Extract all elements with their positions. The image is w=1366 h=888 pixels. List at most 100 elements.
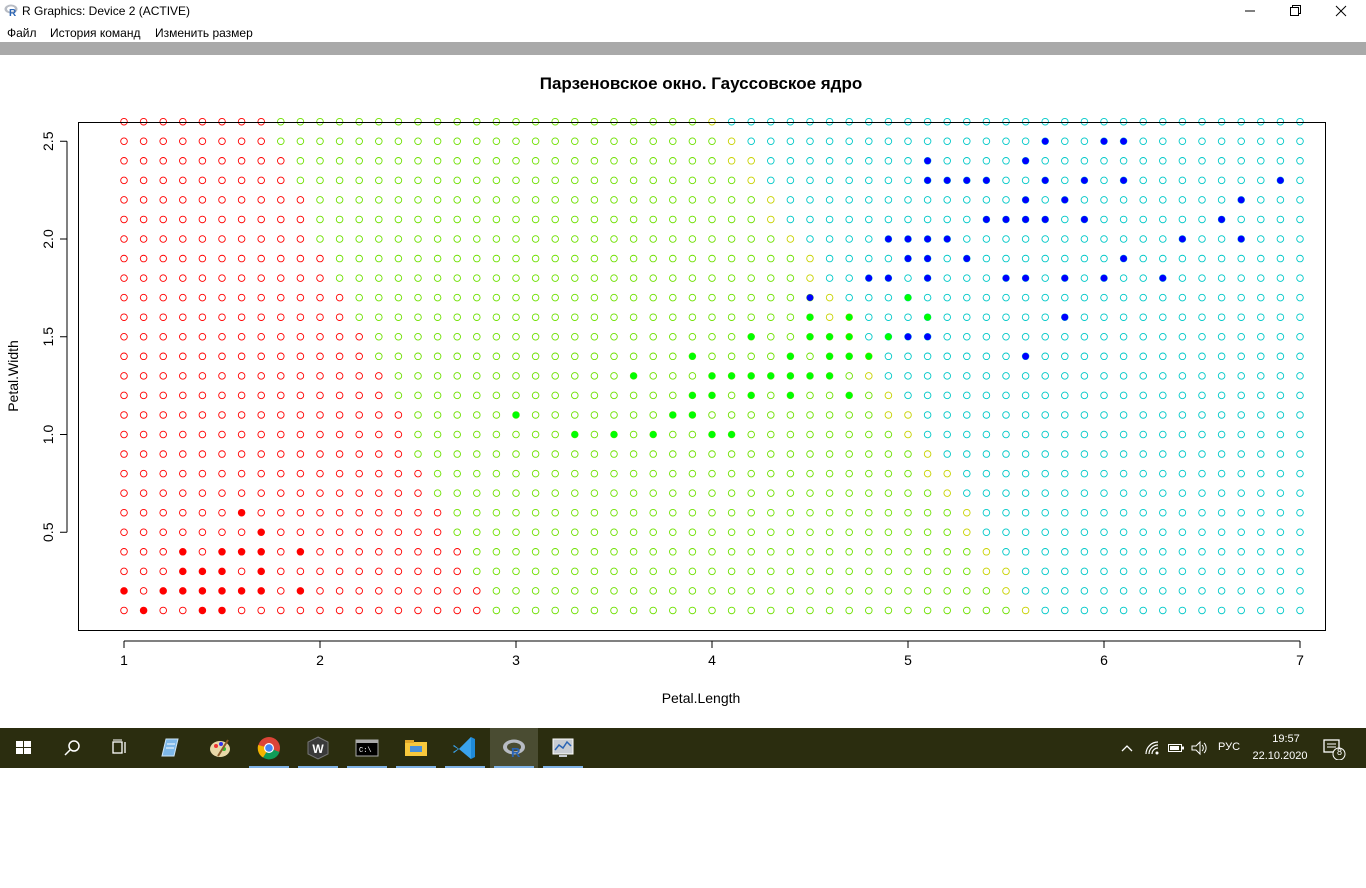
- grid-cell-marker: [1296, 196, 1304, 204]
- grid-cell-marker: [355, 235, 363, 243]
- data-point-versicolor: [708, 372, 716, 380]
- volume-icon[interactable]: [1189, 738, 1209, 758]
- taskbar-chrome[interactable]: [245, 728, 293, 768]
- taskbar-file-explorer[interactable]: [392, 728, 440, 768]
- grid-cell-marker: [786, 587, 795, 595]
- minimize-button[interactable]: [1227, 0, 1273, 22]
- grid-cell-marker: [1198, 333, 1206, 341]
- taskbar-r-gui[interactable]: R: [490, 728, 538, 768]
- grid-cell-marker: [1159, 450, 1167, 458]
- grid-cell-marker: [473, 196, 481, 204]
- taskbar-paint[interactable]: [196, 728, 244, 768]
- taskbar-w-app[interactable]: W: [294, 728, 342, 768]
- grid-cell-marker: [473, 528, 481, 537]
- data-point-virginica: [1061, 196, 1069, 204]
- grid-cell-marker: [708, 176, 716, 185]
- start-button[interactable]: [0, 728, 48, 768]
- wifi-icon[interactable]: [1142, 738, 1162, 758]
- grid-cell-marker: [786, 313, 795, 321]
- grid-cell-marker: [943, 430, 951, 439]
- grid-cell-marker: [1217, 548, 1226, 556]
- taskbar-network-monitor[interactable]: [539, 728, 587, 768]
- grid-cell-marker: [277, 587, 285, 595]
- grid-cell-marker: [845, 528, 853, 537]
- grid-cell-marker: [492, 587, 501, 595]
- grid-cell-marker: [394, 372, 403, 380]
- chevron-up-icon[interactable]: [1117, 738, 1137, 758]
- task-view-button[interactable]: [96, 728, 144, 768]
- grid-cell-marker: [551, 391, 559, 400]
- grid-cell-marker: [414, 548, 422, 556]
- grid-cell-marker: [865, 293, 873, 302]
- grid-cell-marker: [1198, 352, 1206, 361]
- grid-cell-marker: [296, 176, 305, 185]
- grid-cell-marker: [277, 254, 285, 263]
- battery-icon[interactable]: [1166, 738, 1186, 758]
- grid-cell-marker: [355, 157, 363, 165]
- grid-cell-marker: [1178, 313, 1187, 321]
- grid-cell-marker: [433, 254, 442, 263]
- grid-cell-marker: [590, 587, 599, 595]
- taskbar-terminal[interactable]: C:\: [343, 728, 391, 768]
- close-button[interactable]: [1318, 0, 1364, 22]
- grid-cell-marker: [1257, 372, 1265, 380]
- grid-cell-marker: [1080, 489, 1089, 497]
- grid-cell-marker: [316, 606, 324, 615]
- grid-cell-marker: [394, 430, 403, 439]
- grid-cell-marker: [904, 137, 912, 145]
- grid-cell-marker: [120, 137, 128, 145]
- grid-cell-marker: [629, 274, 638, 282]
- grid-cell-marker: [120, 117, 128, 126]
- grid-cell-marker: [1159, 587, 1167, 595]
- data-point-virginica: [865, 274, 873, 282]
- grid-cell-marker: [884, 313, 893, 321]
- grid-cell-marker: [218, 117, 226, 126]
- grid-cell-marker: [433, 352, 442, 361]
- data-point-versicolor: [747, 372, 755, 380]
- grid-cell-marker: [1061, 137, 1069, 145]
- grid-cell-marker: [1041, 352, 1049, 361]
- grid-cell-marker: [1002, 489, 1010, 497]
- svg-text:R: R: [511, 745, 521, 760]
- grid-cell-marker: [1257, 587, 1265, 595]
- grid-cell-marker: [257, 117, 265, 126]
- notification-center-button[interactable]: 8: [1322, 738, 1346, 760]
- data-point-setosa: [238, 548, 246, 556]
- grid-cell-marker: [257, 157, 265, 165]
- grid-cell-marker: [688, 606, 697, 615]
- grid-cell-marker: [492, 430, 501, 439]
- clock-date[interactable]: 22.10.2020: [1252, 750, 1308, 762]
- grid-cell-marker: [296, 567, 305, 576]
- search-button[interactable]: [48, 728, 96, 768]
- taskbar-vscode[interactable]: [441, 728, 489, 768]
- grid-cell-marker: [139, 313, 148, 321]
- running-indicator: [347, 766, 387, 768]
- grid-cell-marker: [727, 469, 736, 478]
- taskbar-notepad[interactable]: [146, 728, 194, 768]
- grid-cell-marker: [492, 548, 501, 556]
- grid-cell-marker: [1237, 313, 1245, 321]
- grid-cell-marker: [708, 411, 716, 419]
- menu-resize[interactable]: Изменить размер: [155, 26, 253, 40]
- menu-file[interactable]: Файл: [7, 26, 37, 40]
- grid-cell-marker: [394, 587, 403, 595]
- grid-cell-marker: [316, 391, 324, 400]
- grid-cell-marker: [257, 489, 265, 497]
- y-tick-label: 1.5: [40, 327, 56, 347]
- grid-cell-marker: [865, 469, 873, 478]
- grid-cell-marker: [1041, 235, 1049, 243]
- grid-cell-marker: [551, 293, 559, 302]
- menu-history[interactable]: История команд: [50, 26, 141, 40]
- grid-cell-marker: [120, 528, 128, 537]
- clock-time[interactable]: 19:57: [1272, 733, 1300, 745]
- maximize-button[interactable]: [1272, 0, 1318, 22]
- grid-cell-marker: [806, 215, 814, 224]
- data-point-versicolor: [845, 392, 853, 399]
- grid-cell-marker: [316, 215, 324, 224]
- grid-cell-marker: [179, 313, 187, 321]
- grid-cell-marker: [649, 489, 657, 497]
- grid-cell-marker: [316, 508, 324, 517]
- grid-cell-marker: [590, 352, 599, 361]
- language-indicator[interactable]: РУС: [1218, 741, 1241, 753]
- grid-cell-marker: [845, 430, 853, 439]
